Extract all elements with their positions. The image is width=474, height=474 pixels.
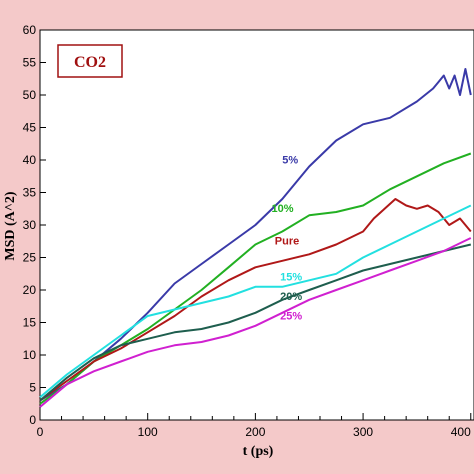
y-axis-title: MSD (A^2) (3, 191, 18, 261)
y-tick-label-5: 25 (23, 251, 37, 265)
x-tick-label-4: 400 (451, 425, 471, 439)
x-tick-label-1: 100 (138, 425, 158, 439)
series-line-2 (39, 198, 472, 402)
series-label-2: Pure (275, 236, 299, 248)
y-tick-label-3: 15 (23, 316, 37, 330)
y-tick-label-2: 10 (23, 348, 37, 362)
series-line-4 (39, 243, 472, 402)
series-label-5: 25% (280, 310, 302, 322)
plot-area (39, 29, 474, 421)
y-tick-label-9: 45 (23, 121, 37, 135)
series-line-5 (39, 237, 472, 408)
y-tick-label-7: 35 (23, 186, 37, 200)
x-tick-label-3: 300 (353, 425, 373, 439)
x-axis-title: t (ps) (243, 444, 274, 459)
series-label-0: 5% (282, 154, 298, 166)
y-tick-label-4: 20 (23, 283, 37, 297)
y-tick-label-12: 60 (23, 23, 37, 37)
x-tick-label-0: 0 (37, 425, 44, 439)
series-label-3: 15% (280, 271, 302, 283)
y-tick-label-6: 30 (23, 218, 37, 232)
x-tick-label-2: 200 (245, 425, 265, 439)
y-tick-label-10: 50 (23, 88, 37, 102)
series-line-3 (39, 204, 472, 399)
y-tick-label-0: 0 (29, 413, 36, 427)
y-tick-label-11: 55 (23, 56, 37, 70)
series-label-4: 20% (280, 291, 302, 303)
series-label-1: 10% (272, 203, 294, 215)
y-tick-label-8: 40 (23, 153, 37, 167)
chart-title-box (57, 44, 123, 78)
chart-title: CO2 (74, 54, 106, 71)
y-tick-label-1: 5 (29, 381, 36, 395)
